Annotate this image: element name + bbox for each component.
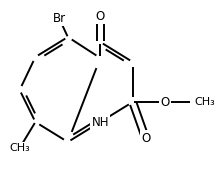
Text: Br: Br [52,11,66,24]
Text: O: O [96,10,105,23]
Text: O: O [161,96,170,108]
Text: CH₃: CH₃ [195,97,215,107]
Text: NH: NH [92,115,109,128]
Text: CH₃: CH₃ [9,143,30,153]
Text: O: O [141,131,150,144]
